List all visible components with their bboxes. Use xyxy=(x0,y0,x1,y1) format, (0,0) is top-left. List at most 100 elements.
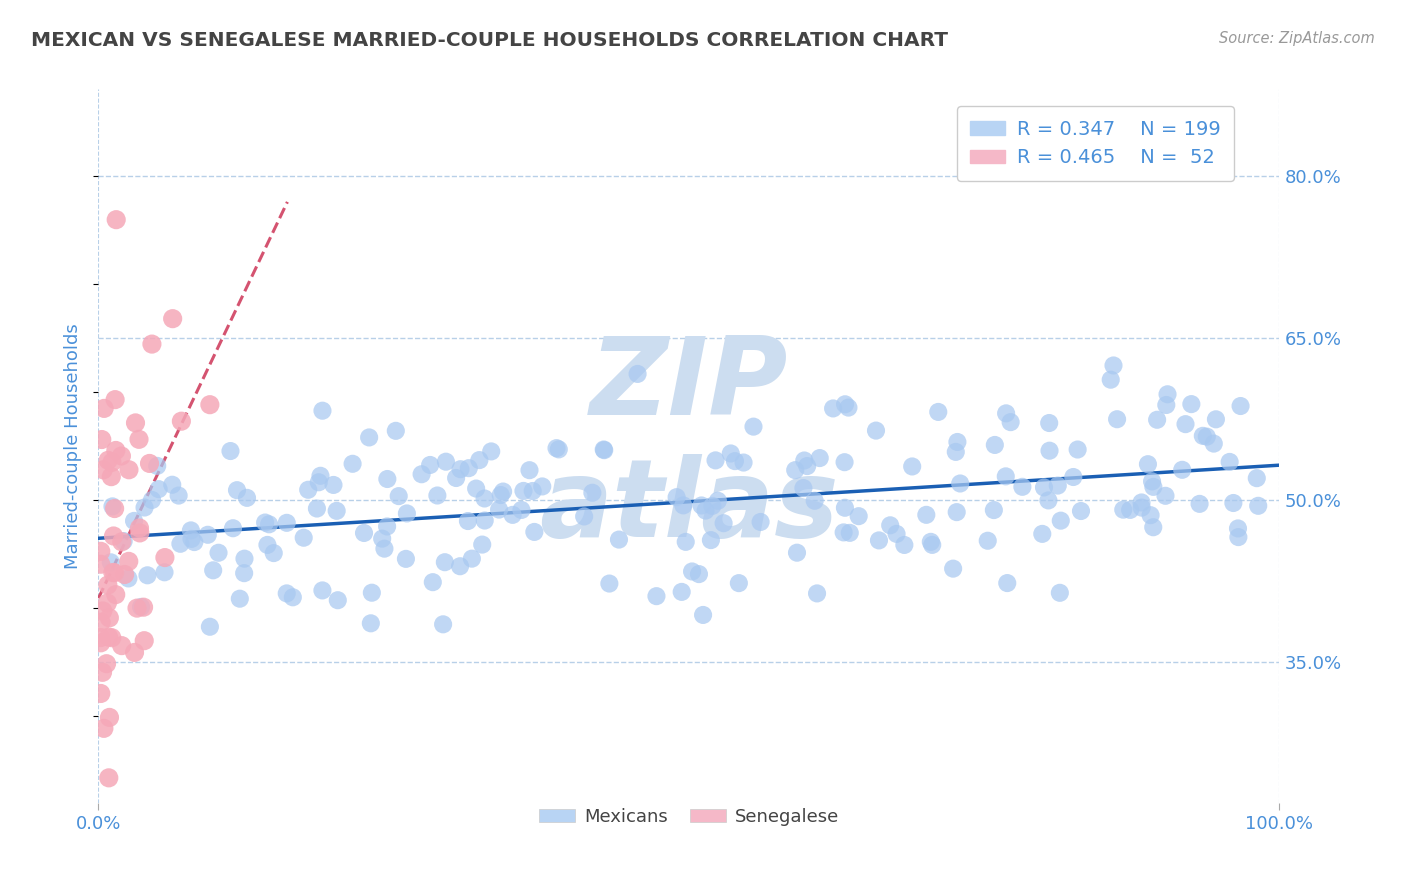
Point xyxy=(128,433,150,447)
Point xyxy=(457,461,479,475)
Point xyxy=(983,503,1005,517)
Point xyxy=(945,505,967,519)
Point xyxy=(91,604,114,618)
Point xyxy=(132,600,155,615)
Point xyxy=(1227,521,1250,535)
Point xyxy=(153,566,176,580)
Point xyxy=(1046,478,1069,492)
Point xyxy=(927,405,949,419)
Point xyxy=(742,419,765,434)
Point xyxy=(125,601,148,615)
Point xyxy=(114,567,136,582)
Point xyxy=(786,546,808,560)
Point xyxy=(593,443,616,458)
Point xyxy=(834,455,856,469)
Point xyxy=(803,493,825,508)
Point xyxy=(1038,443,1060,458)
Point xyxy=(229,591,252,606)
Point xyxy=(945,445,967,459)
Point xyxy=(1112,502,1135,516)
Point xyxy=(1049,514,1071,528)
Point xyxy=(848,509,870,524)
Point xyxy=(385,424,408,438)
Point xyxy=(465,482,488,496)
Point xyxy=(832,525,855,540)
Point xyxy=(1195,430,1218,444)
Point xyxy=(128,521,150,535)
Point xyxy=(1130,500,1153,515)
Point xyxy=(702,499,724,513)
Point xyxy=(785,463,807,477)
Point xyxy=(1246,471,1268,485)
Point xyxy=(946,434,969,449)
Point xyxy=(257,517,280,532)
Point xyxy=(124,416,146,430)
Point xyxy=(375,472,398,486)
Point xyxy=(949,476,972,491)
Point xyxy=(170,414,193,428)
Point xyxy=(1188,497,1211,511)
Point xyxy=(868,533,890,548)
Point xyxy=(292,531,315,545)
Point xyxy=(1000,415,1022,429)
Point xyxy=(97,578,120,592)
Point xyxy=(360,616,382,631)
Point xyxy=(1033,480,1056,494)
Point xyxy=(90,636,112,650)
Point xyxy=(183,535,205,549)
Point xyxy=(219,444,242,458)
Point xyxy=(1142,520,1164,534)
Point xyxy=(547,442,569,457)
Point xyxy=(572,509,595,524)
Point xyxy=(90,615,112,630)
Point xyxy=(93,401,115,416)
Point xyxy=(118,463,141,477)
Point xyxy=(474,491,496,506)
Point xyxy=(141,493,163,508)
Point xyxy=(101,631,124,645)
Point xyxy=(1099,373,1122,387)
Point xyxy=(311,583,333,598)
Point xyxy=(97,453,120,467)
Point xyxy=(489,488,512,502)
Point xyxy=(690,499,713,513)
Point xyxy=(198,620,221,634)
Point xyxy=(546,441,568,455)
Point xyxy=(688,567,710,582)
Point xyxy=(1038,493,1060,508)
Point xyxy=(426,488,449,502)
Point xyxy=(1038,416,1060,430)
Point xyxy=(146,458,169,473)
Point xyxy=(162,477,184,491)
Point xyxy=(359,430,381,444)
Point xyxy=(326,593,349,607)
Point xyxy=(1066,442,1088,457)
Point xyxy=(129,599,152,614)
Point xyxy=(1146,413,1168,427)
Point xyxy=(101,455,124,469)
Point xyxy=(1156,387,1178,401)
Point xyxy=(665,490,688,504)
Point xyxy=(1049,586,1071,600)
Point xyxy=(233,566,256,581)
Point xyxy=(450,462,472,476)
Point xyxy=(700,533,723,548)
Point xyxy=(395,507,418,521)
Point xyxy=(675,534,697,549)
Point xyxy=(1180,397,1202,411)
Point xyxy=(90,544,112,558)
Point xyxy=(672,499,695,513)
Point xyxy=(325,504,347,518)
Point xyxy=(256,538,278,552)
Point xyxy=(901,459,924,474)
Point xyxy=(148,482,170,496)
Point xyxy=(97,771,120,785)
Point xyxy=(134,633,156,648)
Point xyxy=(720,446,742,460)
Point xyxy=(522,483,544,498)
Point xyxy=(1107,412,1129,426)
Point xyxy=(728,576,751,591)
Point xyxy=(492,484,515,499)
Point xyxy=(502,508,524,522)
Point xyxy=(254,516,277,530)
